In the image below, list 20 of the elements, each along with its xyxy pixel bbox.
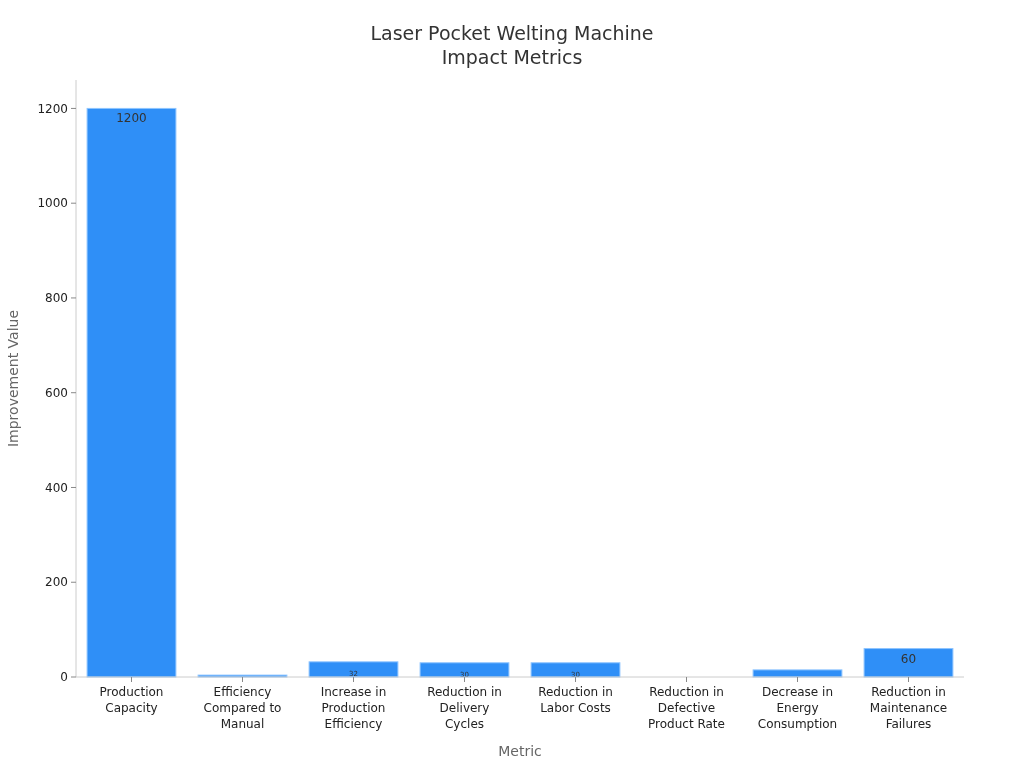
y-tick-label: 800 bbox=[45, 291, 68, 306]
x-tick-label: Reduction in Defective Product Rate bbox=[648, 685, 725, 731]
y-tick-label: 400 bbox=[45, 480, 68, 495]
x-tick-label: Decrease in Energy Consumption bbox=[757, 685, 838, 731]
y-tick-label: 0 bbox=[60, 670, 68, 685]
data-label: 1200 bbox=[116, 111, 147, 126]
x-tick-label: Reduction in Maintenance Failures bbox=[869, 685, 948, 731]
y-tick-label: 600 bbox=[45, 385, 68, 400]
x-axis-title: Metric bbox=[498, 743, 542, 759]
x-tick-label: Increase in Production Efficiency bbox=[320, 685, 387, 731]
x-tick-label: Production Capacity bbox=[99, 685, 164, 715]
chart-title: Laser Pocket Welting Machine Impact Metrics bbox=[370, 22, 654, 68]
x-tick-label: Reduction in Delivery Cycles bbox=[427, 685, 502, 731]
y-tick-label: 1200 bbox=[37, 101, 68, 116]
y-tick-label: 1000 bbox=[37, 196, 68, 211]
y-axis-title: Improvement Value bbox=[5, 309, 21, 448]
x-tick-label: Reduction in Labor Costs bbox=[538, 685, 613, 715]
data-label: 60 bbox=[900, 651, 917, 666]
x-tick-label: Efficiency Compared to Manual bbox=[203, 685, 282, 731]
y-tick-label: 200 bbox=[45, 575, 68, 590]
